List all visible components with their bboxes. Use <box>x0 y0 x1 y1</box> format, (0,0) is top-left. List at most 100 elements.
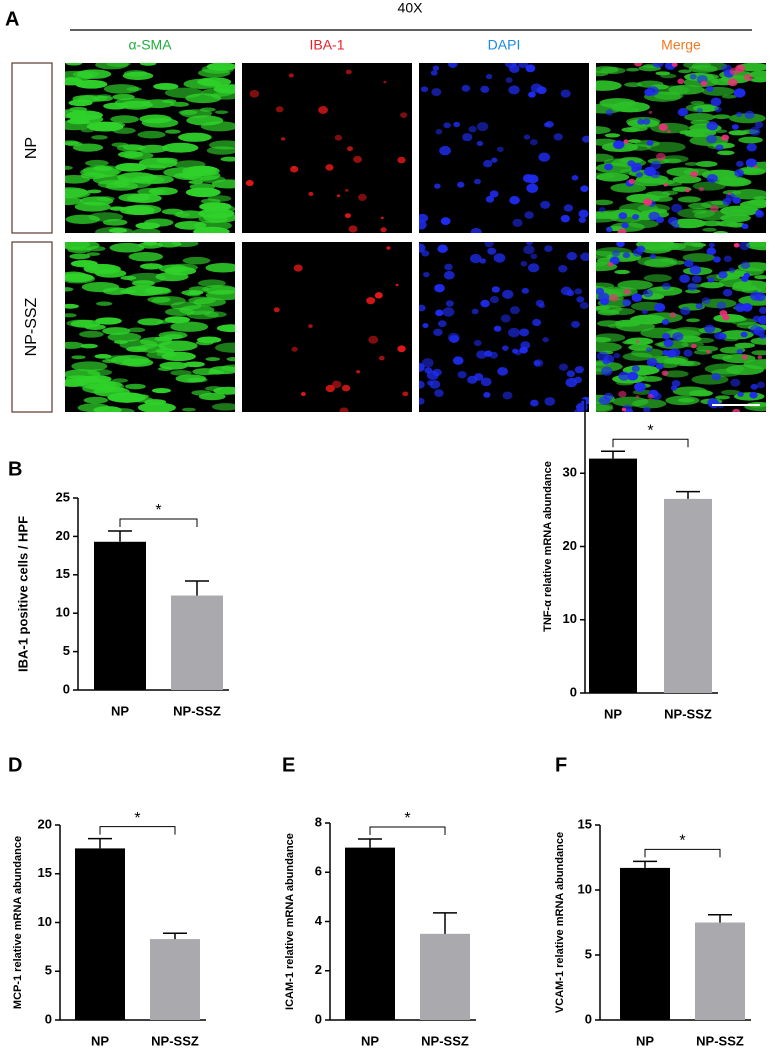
cell <box>447 332 460 343</box>
cell <box>672 332 684 341</box>
cell <box>141 99 175 109</box>
cell <box>128 252 163 262</box>
cell <box>72 70 99 78</box>
cell <box>214 342 235 353</box>
cell <box>544 397 556 406</box>
cell <box>473 178 481 185</box>
cell <box>491 157 498 163</box>
cell <box>609 256 620 265</box>
cell <box>662 332 671 340</box>
micrograph <box>242 242 412 412</box>
cell <box>560 214 570 223</box>
cell <box>636 242 676 250</box>
y-tick-label: 0 <box>570 684 577 699</box>
cell <box>480 85 490 93</box>
cell <box>571 320 580 328</box>
cell <box>183 361 205 368</box>
cell <box>621 127 641 133</box>
cell <box>245 179 254 187</box>
cell <box>378 355 385 361</box>
cell <box>683 242 702 247</box>
cell <box>730 378 741 387</box>
cell <box>112 93 135 101</box>
error-bar <box>358 838 382 848</box>
panel-label: B <box>8 458 22 480</box>
x-tick-label: NP <box>636 1033 654 1047</box>
cell <box>520 261 528 267</box>
cell <box>344 188 349 192</box>
cell <box>624 82 643 88</box>
cell <box>666 129 672 134</box>
cell <box>480 377 492 387</box>
cell <box>96 301 113 306</box>
cell <box>123 70 148 77</box>
cell <box>341 384 351 392</box>
cell <box>144 218 174 227</box>
cell <box>641 309 648 315</box>
cell <box>419 397 425 405</box>
cell <box>622 252 631 259</box>
y-axis-label: TNF-α relative mRNA abundance <box>542 461 554 632</box>
cell <box>437 244 448 253</box>
cell <box>739 242 750 251</box>
cell <box>400 112 408 118</box>
cell <box>535 299 545 307</box>
cell <box>663 158 682 164</box>
cell <box>291 346 298 352</box>
x-tick-label: NP-SSZ <box>664 706 712 721</box>
cell <box>706 121 718 131</box>
cell <box>720 389 741 395</box>
cell <box>493 325 502 332</box>
cell <box>188 296 216 305</box>
cell <box>484 242 494 248</box>
cell <box>753 196 766 200</box>
cell <box>563 204 574 212</box>
cell <box>560 286 572 296</box>
cell <box>732 280 766 291</box>
cell <box>420 86 429 93</box>
cell <box>715 395 730 400</box>
cell <box>713 176 748 186</box>
cell <box>94 269 127 278</box>
cell <box>188 180 204 185</box>
cell <box>754 275 766 280</box>
cell <box>741 354 749 360</box>
cell <box>648 211 660 221</box>
cell <box>632 213 640 220</box>
cell <box>748 70 766 79</box>
cell <box>631 365 640 372</box>
cell <box>65 63 83 66</box>
cell <box>662 350 669 356</box>
cell <box>696 345 719 352</box>
cell <box>205 386 223 392</box>
micrograph <box>419 63 589 233</box>
cell <box>640 376 663 382</box>
cell <box>448 63 459 69</box>
cell <box>469 253 482 264</box>
cell <box>151 387 171 394</box>
cell <box>707 277 715 283</box>
error-bar <box>601 450 625 459</box>
cell <box>525 64 536 73</box>
cell <box>574 366 584 374</box>
cell <box>65 287 74 292</box>
cell <box>732 408 741 412</box>
cell <box>618 371 630 381</box>
cell <box>596 336 612 343</box>
cell <box>70 114 104 124</box>
cell <box>685 289 701 294</box>
bar <box>75 848 125 1020</box>
cell <box>598 207 606 213</box>
cell <box>601 366 613 376</box>
cell <box>432 65 440 71</box>
significance-bracket <box>369 826 446 836</box>
cell <box>607 324 624 329</box>
cell <box>137 318 164 326</box>
cell <box>137 130 166 139</box>
cell <box>685 103 718 113</box>
cell <box>625 67 640 72</box>
cell <box>683 259 694 268</box>
cell <box>700 80 708 87</box>
cell <box>646 357 658 367</box>
cell <box>722 189 742 196</box>
